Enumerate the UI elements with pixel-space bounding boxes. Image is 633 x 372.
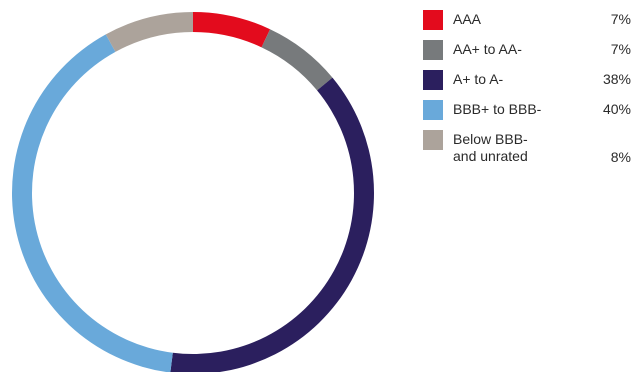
legend-swatch-aa bbox=[423, 40, 443, 60]
donut-slice-bbb bbox=[12, 34, 173, 372]
legend-label-below-bbb: Below BBB- and unrated bbox=[453, 131, 528, 164]
donut-slice-below-bbb bbox=[105, 12, 193, 52]
donut-slice-aa bbox=[261, 29, 333, 91]
donut-slice-aaa bbox=[193, 12, 271, 48]
legend-value-a: 38% bbox=[602, 71, 631, 87]
legend-label-bbb: BBB+ to BBB- bbox=[453, 101, 542, 117]
legend-swatch-aaa bbox=[423, 10, 443, 30]
legend-value-below-bbb: 8% bbox=[610, 149, 631, 165]
donut-slice-a bbox=[170, 77, 374, 372]
legend-swatch-bbb bbox=[423, 100, 443, 120]
legend-swatch-a bbox=[423, 70, 443, 90]
legend-value-bbb: 40% bbox=[602, 101, 631, 117]
legend-value-aa: 7% bbox=[610, 41, 631, 57]
legend-label-aa: AA+ to AA- bbox=[453, 41, 522, 57]
legend-label-a: A+ to A- bbox=[453, 71, 504, 87]
donut-slices bbox=[12, 12, 374, 372]
legend-value-aaa: 7% bbox=[610, 11, 631, 27]
legend-label-aaa: AAA bbox=[453, 11, 482, 27]
donut-chart bbox=[12, 12, 374, 372]
legend-swatch-below-bbb bbox=[423, 130, 443, 150]
